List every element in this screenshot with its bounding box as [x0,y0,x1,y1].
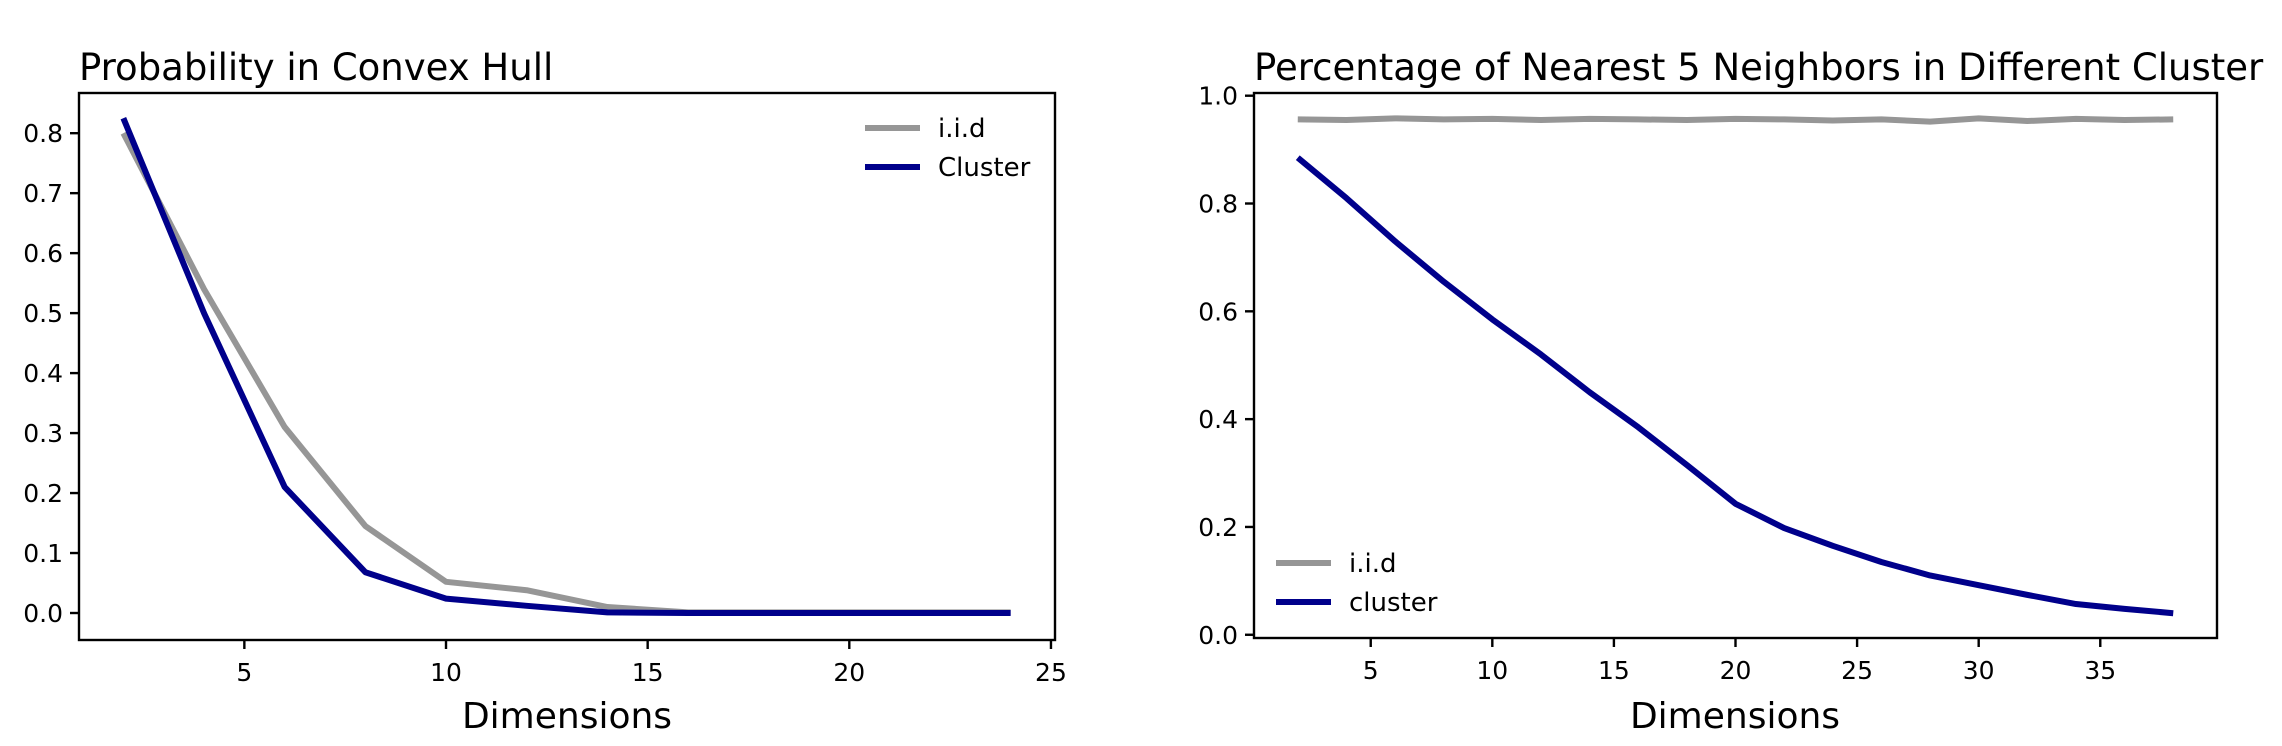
y-tick-label: 0.8 [1198,190,1238,219]
chart-title: Percentage of Nearest 5 Neighbors in Dif… [1254,46,2264,89]
legend-label: i.i.d [938,114,985,144]
y-tick-label: 0.5 [23,299,63,328]
plot-area: 5 10 15 20 25 0.0 0.1 0.2 0.3 0.4 0.5 0.6 0.7 0.8 i.i.… [23,91,1067,687]
x-tick-label: 30 [1963,656,1995,685]
legend: i.i.d cluster [1276,549,1438,618]
y-tick-label: 1.0 [1198,82,1238,111]
y-tick-label: 0.8 [23,119,63,148]
y-tick-label: 0.4 [1198,405,1238,434]
x-tick-label: 25 [1035,658,1067,687]
x-axis-label: Dimensions [1630,696,1840,737]
y-tick-label: 0.0 [1198,621,1238,650]
x-tick-label: 5 [1363,656,1379,685]
axes-frame [1252,91,2219,640]
legend: i.i.d Cluster [865,114,1031,183]
y-tick-label: 0.7 [23,179,63,208]
axes-frame [77,91,1057,642]
x-axis-label: Dimensions [462,696,672,737]
x-tick-label: 20 [833,658,865,687]
x-tick-label: 35 [2084,656,2116,685]
x-tick-label: 10 [430,658,462,687]
x-tick-label: 25 [1841,656,1873,685]
legend-label: i.i.d [1349,549,1396,579]
y-tick-label: 0.6 [1198,297,1238,326]
x-tick-label: 20 [1720,656,1752,685]
x-tick-label: 15 [1598,656,1630,685]
plot-area: 5 10 15 20 25 30 35 0.0 0.2 0.4 0.6 0.8 1.0 i.i.d clus… [1198,82,2219,685]
y-tick-label: 0.1 [23,539,63,568]
legend-label: Cluster [938,153,1031,183]
y-tick-label: 0.2 [1198,513,1238,542]
y-tick-label: 0.4 [23,359,63,388]
y-tick-label: 0.6 [23,239,63,268]
legend-label: cluster [1349,588,1438,618]
series-line-cluster [1295,155,2174,617]
series-line-cluster [120,117,1011,617]
x-tick-label: 15 [632,658,664,687]
x-tick-label: 10 [1476,656,1508,685]
series-line-iid [1297,115,2174,125]
y-tick-label: 0.3 [23,419,63,448]
chart-title: Probability in Convex Hull [79,46,553,89]
x-tick-label: 5 [236,658,252,687]
y-tick-label: 0.2 [23,479,63,508]
y-tick-label: 0.0 [23,599,63,628]
